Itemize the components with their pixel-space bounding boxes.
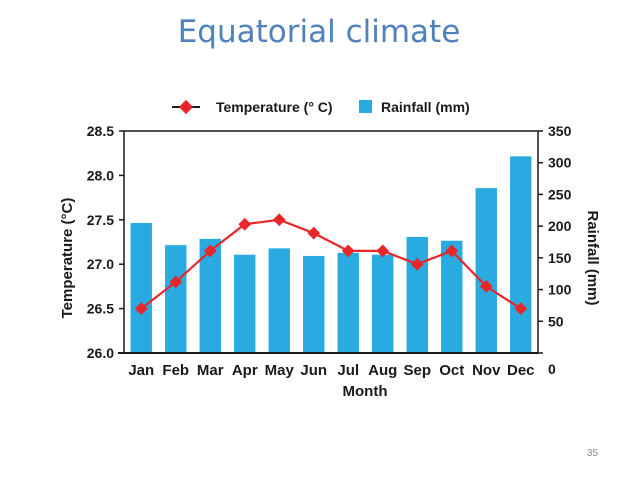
rainfall-bar-jul: [337, 252, 359, 353]
x-tick-label: Apr: [232, 362, 258, 379]
rainfall-bar-feb: [165, 245, 187, 353]
y-right-tick-label: 100: [548, 282, 572, 298]
y-left-tick-label: 28.0: [87, 167, 114, 183]
temperature-point-may: [272, 213, 286, 227]
rainfall-bar-nov: [475, 188, 497, 353]
y-left-tick-label: 26.5: [87, 301, 114, 317]
y-right-tick-label: 150: [548, 250, 572, 266]
rainfall-bar-mar: [199, 238, 221, 353]
y-right-tick-label: 200: [548, 218, 572, 234]
x-tick-label: Feb: [162, 362, 189, 379]
page-number: 35: [586, 448, 598, 459]
rainfall-bar-jun: [303, 255, 325, 353]
rainfall-bar-aug: [372, 254, 394, 353]
temperature-point-jan: [134, 302, 148, 315]
temperature-point-apr: [238, 217, 252, 231]
x-tick-label: Nov: [472, 362, 501, 379]
y-left-tick-label: 27.5: [87, 212, 114, 228]
x-tick-label: Jul: [337, 362, 359, 379]
legend-rainfall-label: Rainfall (mm): [381, 99, 470, 115]
temperature-point-oct: [445, 244, 459, 258]
x-tick-label: Dec: [507, 362, 535, 379]
legend-rainfall-swatch: [359, 100, 372, 113]
temperature-line-path: [140, 218, 522, 310]
temperature-point-sep: [410, 257, 424, 271]
rainfall-bars: [130, 156, 532, 353]
y-right-tick-label: 250: [548, 186, 572, 202]
y-right-tick-label: 0: [548, 361, 556, 377]
slide-title: Equatorial climate: [177, 14, 461, 50]
y-left-tick-label: 27.0: [87, 256, 114, 272]
rainfall-bar-sep: [406, 236, 428, 353]
x-tick-label: Oct: [439, 362, 464, 379]
rainfall-bar-may: [268, 248, 290, 353]
x-axis-title: Month: [343, 383, 388, 400]
temperature-point-mar: [203, 244, 217, 258]
chart-labels: Month Temperature (°C) Rainfall (mm): [59, 198, 601, 400]
temperature-point-jun: [307, 226, 321, 240]
temperature-line: [134, 213, 528, 315]
rainfall-bar-apr: [234, 254, 256, 353]
y-right-tick-label: 50: [548, 313, 564, 329]
legend-temperature-marker: [178, 99, 194, 115]
chart-axes: 28.5 28.0 27.5 27.0 26.5 26.0 350 300 250 200 150 1…: [87, 123, 572, 379]
temperature-point-nov: [479, 280, 493, 293]
y-axis-left-title: Temperature (°C): [59, 198, 76, 319]
y-axis-right-title: Rainfall (mm): [584, 210, 601, 305]
y-left-tick-label: 28.5: [87, 123, 114, 139]
rainfall-bar-dec: [510, 156, 532, 353]
x-tick-label: Jun: [300, 362, 327, 379]
x-tick-label: Jan: [128, 362, 154, 379]
legend-temperature-label: Temperature (° C): [216, 99, 333, 115]
y-right-tick-label: 300: [548, 155, 572, 171]
x-tick-label: May: [265, 362, 295, 379]
temperature-point-feb: [169, 275, 183, 289]
chart-legend: Temperature (° C) Rainfall (mm): [172, 99, 470, 115]
x-tick-label: Aug: [368, 362, 397, 379]
temperature-point-aug: [376, 244, 390, 258]
rainfall-bar-jan: [130, 222, 152, 353]
x-tick-label: Sep: [403, 362, 431, 379]
temperature-point-jul: [341, 244, 355, 258]
rainfall-bar-oct: [441, 240, 463, 353]
x-tick-label: Mar: [197, 362, 224, 379]
y-left-tick-label: 26.0: [87, 345, 114, 361]
y-right-tick-label: 350: [548, 123, 572, 139]
